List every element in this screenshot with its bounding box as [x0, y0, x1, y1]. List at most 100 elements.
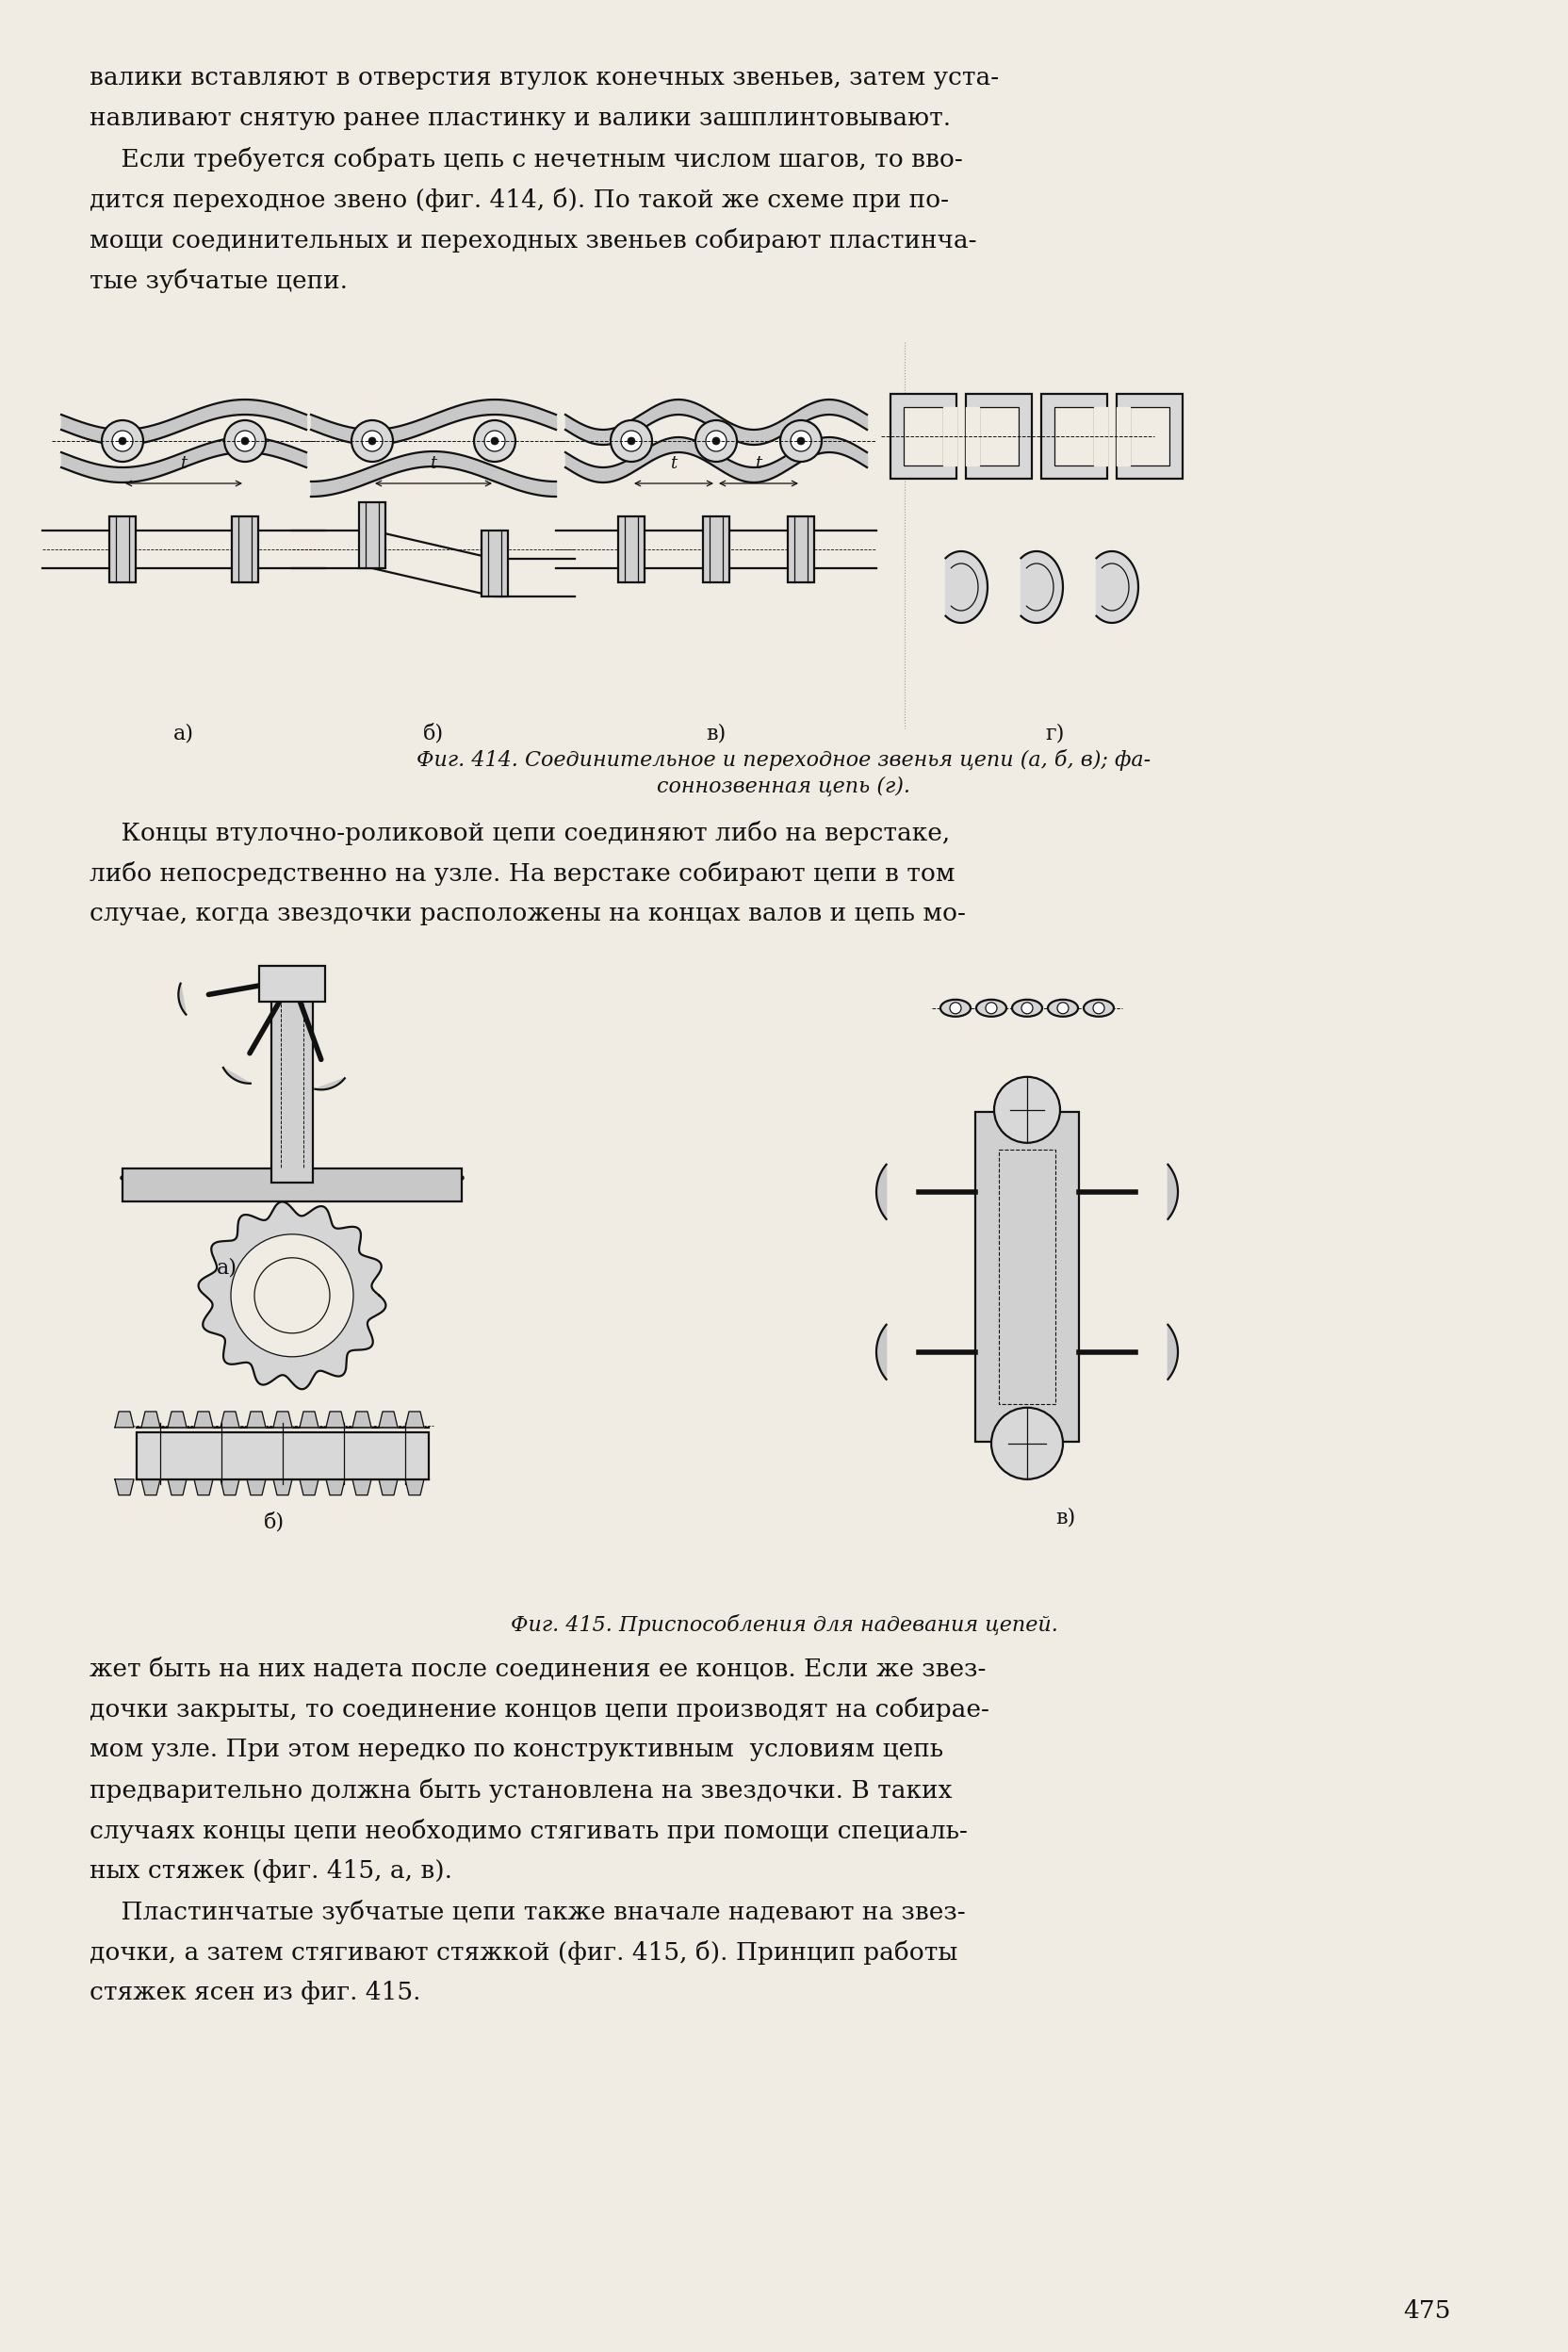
Polygon shape: [114, 1411, 133, 1428]
Polygon shape: [194, 1411, 213, 1428]
Text: соннозвенная цепь (г).: соннозвенная цепь (г).: [657, 776, 911, 797]
Text: либо непосредственно на узле. На верстаке собирают цепи в том: либо непосредственно на узле. На верстак…: [89, 861, 955, 887]
Text: случаях концы цепи необходимо стягивать при помощи специаль-: случаях концы цепи необходимо стягивать …: [89, 1818, 967, 1844]
Polygon shape: [1094, 407, 1107, 466]
Circle shape: [712, 437, 720, 445]
Text: Фиг. 414. Соединительное и переходное звенья цепи (а, б, в); фа-: Фиг. 414. Соединительное и переходное зв…: [417, 750, 1151, 771]
Text: мощи соединительных и переходных звеньев собирают пластинча-: мощи соединительных и переходных звеньев…: [89, 228, 977, 252]
Text: Концы втулочно-роликовой цепи соединяют либо на верстаке,: Концы втулочно-роликовой цепи соединяют …: [89, 821, 950, 844]
Circle shape: [230, 1235, 353, 1357]
Polygon shape: [299, 1411, 318, 1428]
Polygon shape: [944, 407, 956, 466]
Bar: [787, 517, 814, 583]
Text: стяжек ясен из фиг. 415.: стяжек ясен из фиг. 415.: [89, 1980, 420, 2004]
Polygon shape: [877, 1164, 886, 1218]
Text: жет быть на них надета после соединения ее концов. Если же звез-: жет быть на них надета после соединения …: [89, 1656, 986, 1679]
Polygon shape: [221, 1479, 240, 1496]
Circle shape: [207, 1181, 218, 1192]
Polygon shape: [877, 1324, 886, 1378]
Text: t: t: [430, 456, 437, 473]
Polygon shape: [379, 1479, 398, 1496]
Text: предварительно должна быть установлена на звездочки. В таких: предварительно должна быть установлена н…: [89, 1778, 952, 1802]
Circle shape: [1021, 1002, 1033, 1014]
Polygon shape: [315, 1077, 345, 1089]
Ellipse shape: [354, 1178, 389, 1197]
Circle shape: [1093, 1002, 1104, 1014]
Polygon shape: [273, 1479, 292, 1496]
Text: t: t: [180, 456, 187, 473]
Text: случае, когда звездочки расположены на концах валов и цепь мо-: случае, когда звездочки расположены на к…: [89, 901, 966, 924]
Text: Если требуется собрать цепь с нечетным числом шагов, то вво-: Если требуется собрать цепь с нечетным ч…: [89, 146, 963, 172]
Circle shape: [706, 430, 726, 452]
Polygon shape: [273, 1411, 292, 1428]
Circle shape: [621, 430, 641, 452]
Polygon shape: [1096, 550, 1138, 623]
Text: t: t: [756, 456, 762, 473]
Circle shape: [113, 430, 133, 452]
Circle shape: [696, 421, 737, 461]
Circle shape: [365, 1181, 376, 1192]
Text: б): б): [423, 724, 444, 746]
Text: б): б): [263, 1512, 285, 1534]
Bar: [271, 995, 314, 1183]
Circle shape: [627, 437, 635, 445]
Circle shape: [362, 430, 383, 452]
Circle shape: [994, 1077, 1060, 1143]
Ellipse shape: [235, 1178, 270, 1197]
Circle shape: [491, 437, 499, 445]
Bar: [1131, 407, 1170, 466]
Polygon shape: [114, 1479, 133, 1496]
Circle shape: [474, 421, 516, 461]
Text: Фиг. 415. Приспособления для надевания цепей.: Фиг. 415. Приспособления для надевания ц…: [510, 1613, 1058, 1635]
Bar: [1041, 393, 1107, 480]
Circle shape: [986, 1002, 997, 1014]
Polygon shape: [326, 1411, 345, 1428]
Circle shape: [102, 421, 143, 461]
Polygon shape: [405, 1479, 423, 1496]
Circle shape: [368, 437, 376, 445]
Polygon shape: [299, 1479, 318, 1496]
Circle shape: [991, 1406, 1063, 1479]
Circle shape: [326, 1181, 337, 1192]
Circle shape: [790, 430, 811, 452]
Text: дочки, а затем стягивают стяжкой (фиг. 415, б). Принцип работы: дочки, а затем стягивают стяжкой (фиг. 4…: [89, 1940, 958, 1964]
Text: валики вставляют в отверстия втулок конечных звеньев, затем уста-: валики вставляют в отверстия втулок коне…: [89, 66, 999, 89]
Text: тые зубчатые цепи.: тые зубчатые цепи.: [89, 268, 348, 294]
Polygon shape: [199, 1202, 386, 1390]
Circle shape: [351, 421, 394, 461]
Bar: [618, 517, 644, 583]
Bar: [359, 503, 386, 569]
Circle shape: [287, 1181, 298, 1192]
Bar: [136, 1432, 428, 1479]
Ellipse shape: [1047, 1000, 1077, 1016]
Polygon shape: [223, 1068, 251, 1084]
Polygon shape: [966, 407, 978, 466]
Polygon shape: [168, 1411, 187, 1428]
Bar: [903, 407, 944, 466]
Ellipse shape: [1011, 1000, 1043, 1016]
Text: ных стяжек (фиг. 415, а, в).: ных стяжек (фиг. 415, а, в).: [89, 1858, 452, 1882]
Bar: [1054, 407, 1094, 466]
Circle shape: [224, 421, 265, 461]
Polygon shape: [353, 1411, 372, 1428]
Polygon shape: [1021, 550, 1063, 623]
Text: Пластинчатые зубчатые цепи также вначале надевают на звез-: Пластинчатые зубчатые цепи также вначале…: [89, 1900, 966, 1924]
Polygon shape: [194, 1479, 213, 1496]
Polygon shape: [179, 983, 187, 1014]
Circle shape: [119, 437, 127, 445]
Ellipse shape: [977, 1000, 1007, 1016]
Bar: [232, 517, 259, 583]
Circle shape: [235, 430, 256, 452]
Polygon shape: [246, 1411, 265, 1428]
Text: а): а): [216, 1258, 237, 1279]
Polygon shape: [1116, 407, 1131, 466]
Bar: [110, 517, 136, 583]
Bar: [1116, 393, 1182, 480]
Ellipse shape: [941, 1000, 971, 1016]
Bar: [122, 1169, 461, 1202]
Text: г): г): [1046, 724, 1065, 746]
Bar: [966, 393, 1032, 480]
Bar: [702, 517, 729, 583]
Polygon shape: [141, 1411, 160, 1428]
Circle shape: [781, 421, 822, 461]
